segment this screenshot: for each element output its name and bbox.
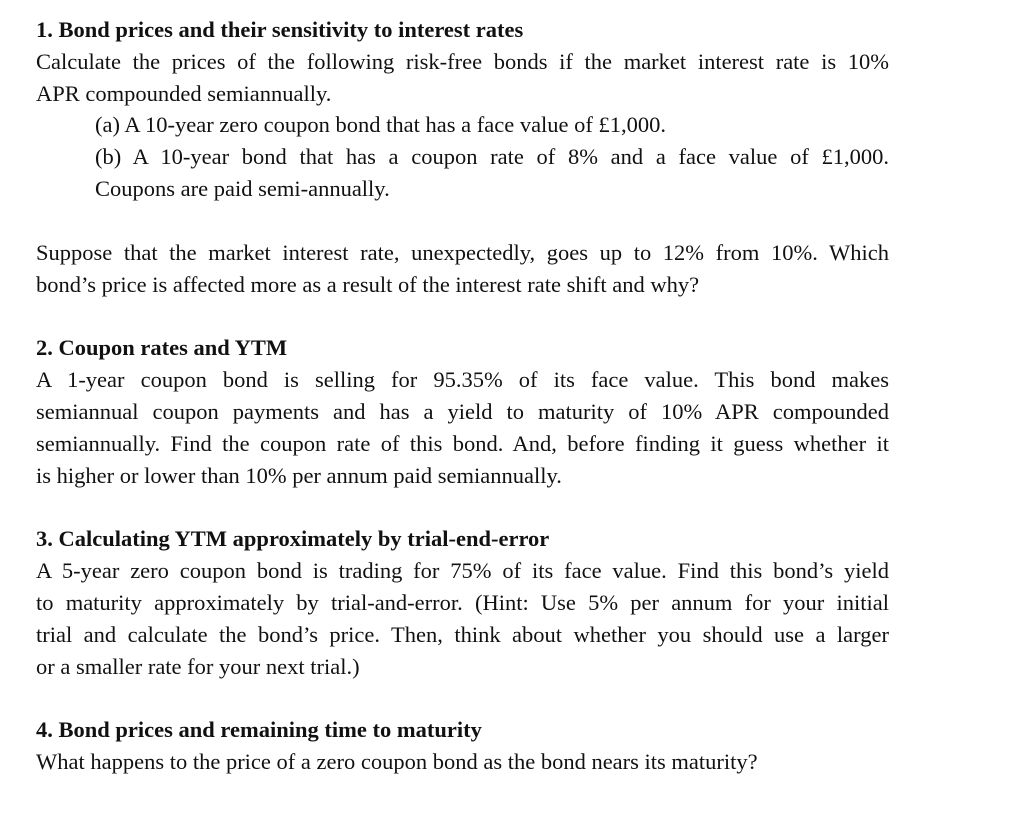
item-a: (a) A 10-year zero coupon bond that has … [95, 112, 667, 138]
section-2-text: is higher or lower than 10% per annum pa… [36, 462, 562, 488]
section-2-text: semiannually. Find the coupon rate of th… [36, 430, 889, 456]
section-2-heading: 2. Coupon rates and YTM [36, 335, 288, 361]
section-3-text: to maturity approximately by trial-and-e… [36, 589, 889, 615]
section-1-heading: 1. Bond prices and their sensitivity to … [36, 17, 524, 42]
item-b: Coupons are paid semi-annually. [95, 175, 390, 201]
section-3-text: or a smaller rate for your next trial.) [36, 653, 360, 679]
section-1-text: Calculate the prices of the following ri… [36, 48, 889, 74]
document-page: 1. Bond prices and their sensitivity to … [36, 17, 889, 775]
section-3-heading: 3. Calculating YTM approximately by tria… [36, 526, 550, 552]
section-1-followup: bond’s price is affected more as a resul… [36, 271, 700, 297]
item-b: (b) A 10-year bond that has a coupon rat… [95, 144, 889, 170]
section-3-text: trial and calculate the bond’s price. Th… [36, 621, 889, 647]
section-3-text: A 5-year zero coupon bond is trading for… [36, 558, 889, 584]
section-1-followup: Suppose that the market interest rate, u… [36, 239, 889, 265]
section-4-heading: 4. Bond prices and remaining time to mat… [36, 717, 482, 743]
section-1-text: APR compounded semiannually. [36, 80, 332, 106]
section-2-text: A 1-year coupon bond is selling for 95.3… [36, 367, 889, 393]
section-2-text: semiannual coupon payments and has a yie… [36, 398, 889, 424]
section-4-text: What happens to the price of a zero coup… [36, 749, 758, 775]
